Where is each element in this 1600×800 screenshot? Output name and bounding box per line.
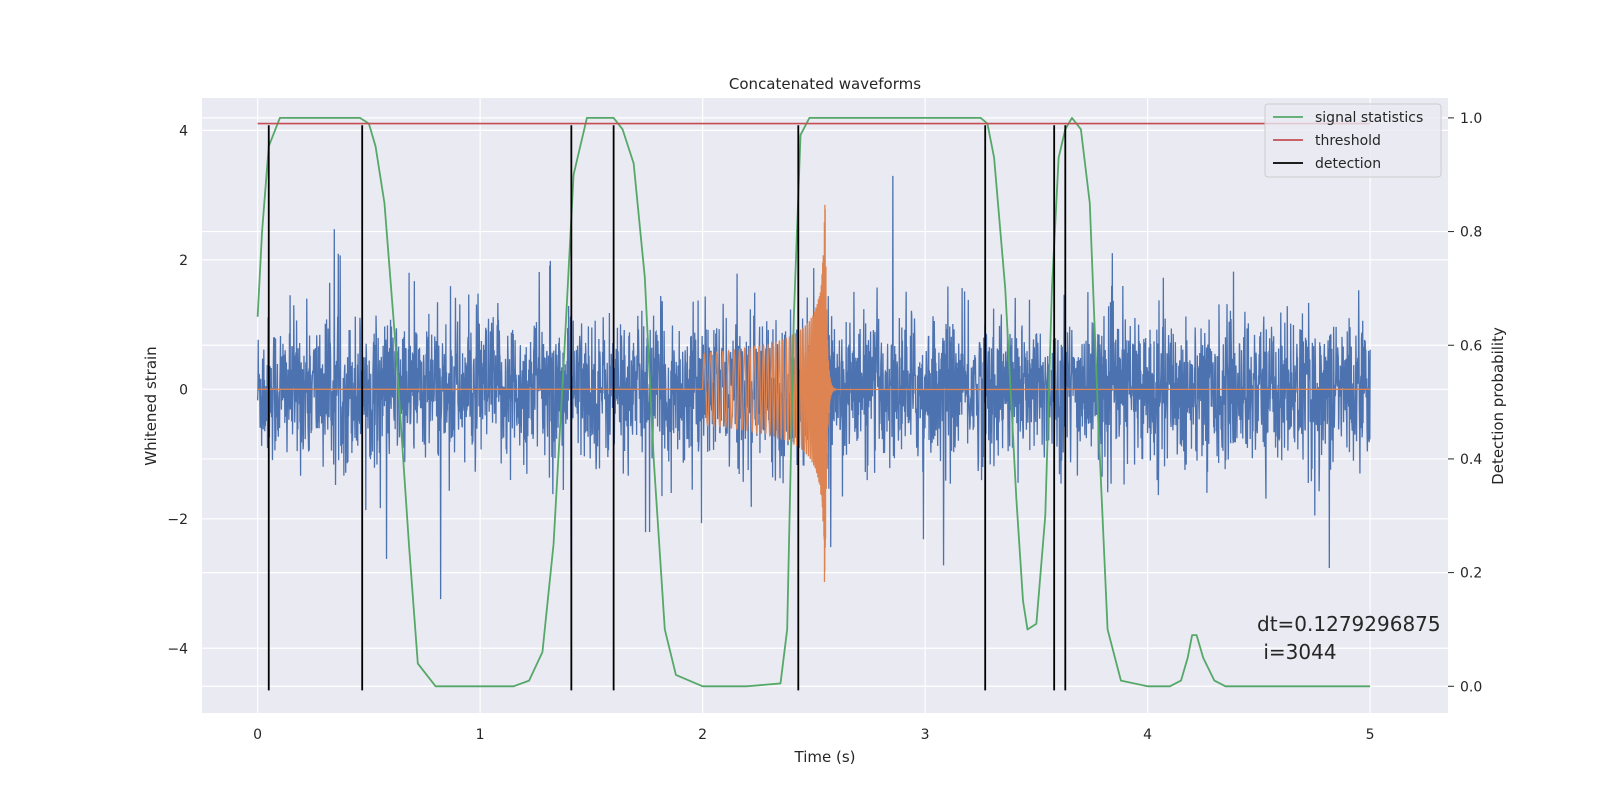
injection-series (257, 204, 1371, 582)
x-tick-label: 5 (1366, 727, 1375, 743)
x-tick-label: 1 (476, 727, 485, 743)
y-tick-label: 4 (179, 123, 188, 139)
legend: signal statistics threshold detection (1264, 103, 1442, 178)
signal-statistics-line (256, 116, 1371, 688)
y-tick-label: −4 (167, 641, 188, 657)
y-axis-ticks: −4 −2 0 2 4 (167, 123, 188, 657)
detection-series (267, 125, 1067, 691)
y2-tick-label: 0.6 (1460, 338, 1482, 354)
x-tick-label: 2 (698, 727, 707, 743)
y-tick-label: 2 (179, 253, 188, 269)
x-tick-label: 0 (253, 727, 262, 743)
legend-label-detection: detection (1315, 156, 1381, 172)
y2-tick-label: 0.0 (1460, 679, 1482, 695)
y-axis-title: Whitened strain (142, 346, 160, 465)
y-tick-label: 0 (179, 382, 188, 398)
legend-box (1264, 103, 1442, 178)
legend-label-threshold: threshold (1315, 133, 1381, 149)
annotation-dt: dt=0.1279296875 (1257, 612, 1441, 636)
y-tick-label: −2 (167, 512, 188, 528)
injection-line (257, 204, 1371, 582)
y2-tick-label: 0.4 (1460, 452, 1482, 468)
y2-tick-label: 1.0 (1460, 111, 1482, 127)
y2-axis-ticks: 0.0 0.2 0.4 0.6 0.8 1.0 (1448, 111, 1482, 695)
x-tick-label: 4 (1143, 727, 1152, 743)
y2-axis-title: Detection probability (1489, 327, 1507, 485)
annotation-index: i=3044 (1257, 640, 1337, 664)
signal-statistics-series (256, 116, 1371, 688)
y2-tick-label: 0.2 (1460, 566, 1482, 582)
y2-tick-label: 0.8 (1460, 225, 1482, 241)
x-axis-title: Time (s) (794, 748, 856, 766)
x-tick-label: 3 (921, 727, 930, 743)
chart-title: Concatenated waveforms (729, 75, 921, 93)
legend-label-signal: signal statistics (1315, 110, 1423, 126)
x-axis-ticks: 0 1 2 3 4 5 (253, 727, 1374, 743)
